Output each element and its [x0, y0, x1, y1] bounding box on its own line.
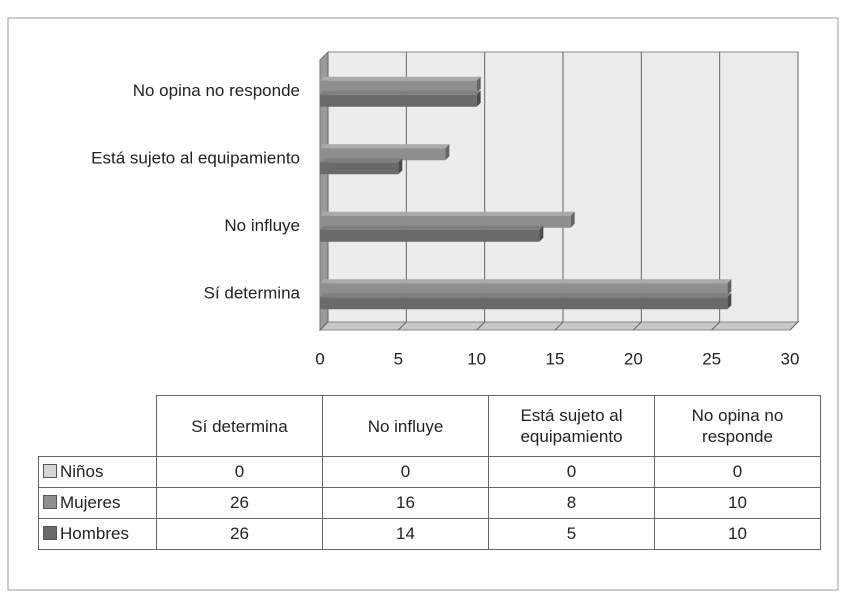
table-row: Mujeres 26 16 8 10 — [38, 487, 821, 519]
bar — [320, 144, 450, 161]
table-value: 10 — [654, 487, 821, 519]
bar — [320, 211, 575, 228]
x-tick-label: 20 — [624, 349, 643, 368]
table-value: 0 — [654, 456, 821, 488]
x-tick-label: 0 — [315, 349, 324, 368]
grid-line — [632, 321, 642, 331]
column-header: No influye — [322, 395, 489, 457]
grid-line — [397, 321, 407, 331]
legend-key — [43, 464, 57, 478]
legend-cell: Hombres — [38, 518, 157, 550]
bar — [320, 279, 732, 296]
table-value: 0 — [488, 456, 655, 488]
legend-key — [43, 495, 57, 509]
y-tick-label: Sí determina — [204, 284, 301, 303]
x-tick-label: 5 — [394, 349, 403, 368]
table-value: 0 — [156, 456, 323, 488]
legend-cell: Niños — [38, 456, 157, 488]
legend-cell: Mujeres — [38, 487, 157, 519]
table-value: 8 — [488, 487, 655, 519]
column-header: Sí determina — [156, 395, 323, 457]
x-tick-label: 25 — [702, 349, 721, 368]
legend-label: Niños — [60, 462, 104, 481]
x-tick-label: 10 — [467, 349, 486, 368]
x-tick-label: 15 — [546, 349, 565, 368]
table-row: Hombres 26 14 5 10 — [38, 518, 821, 550]
bar — [320, 76, 481, 93]
grid-line — [554, 321, 564, 331]
bar — [320, 293, 732, 310]
y-tick-label: Está sujeto al equipamiento — [91, 149, 300, 168]
column-header: No opina no responde — [654, 395, 821, 457]
grid-line — [319, 321, 329, 331]
table-value: 0 — [322, 456, 489, 488]
x-tick-label: 30 — [781, 349, 800, 368]
y-tick-label: No opina no responde — [133, 81, 300, 100]
legend-key — [43, 526, 57, 540]
bar — [320, 90, 481, 107]
legend-label: Hombres — [60, 524, 129, 543]
grid-line — [476, 321, 486, 331]
corner-cell — [38, 395, 157, 457]
column-header: Está sujeto al equipamiento — [488, 395, 655, 457]
frame — [7, 17, 839, 591]
table-value: 5 — [488, 518, 655, 550]
table-row: Niños 0 0 0 0 — [38, 456, 821, 488]
table-value: 16 — [322, 487, 489, 519]
table-row: Sí determina No influye Está sujeto al equ… — [38, 395, 821, 457]
table-value: 14 — [322, 518, 489, 550]
bar — [320, 225, 544, 242]
y-tick-label: No influye — [224, 216, 300, 235]
bar — [320, 158, 403, 175]
table-value: 26 — [156, 518, 323, 550]
table-value: 10 — [654, 518, 821, 550]
grid-line — [711, 321, 721, 331]
data-table: Sí determina No influye Está sujeto al equ… — [38, 395, 821, 550]
grid-line — [789, 321, 799, 331]
table-value: 26 — [156, 487, 323, 519]
legend-label: Mujeres — [60, 493, 121, 512]
